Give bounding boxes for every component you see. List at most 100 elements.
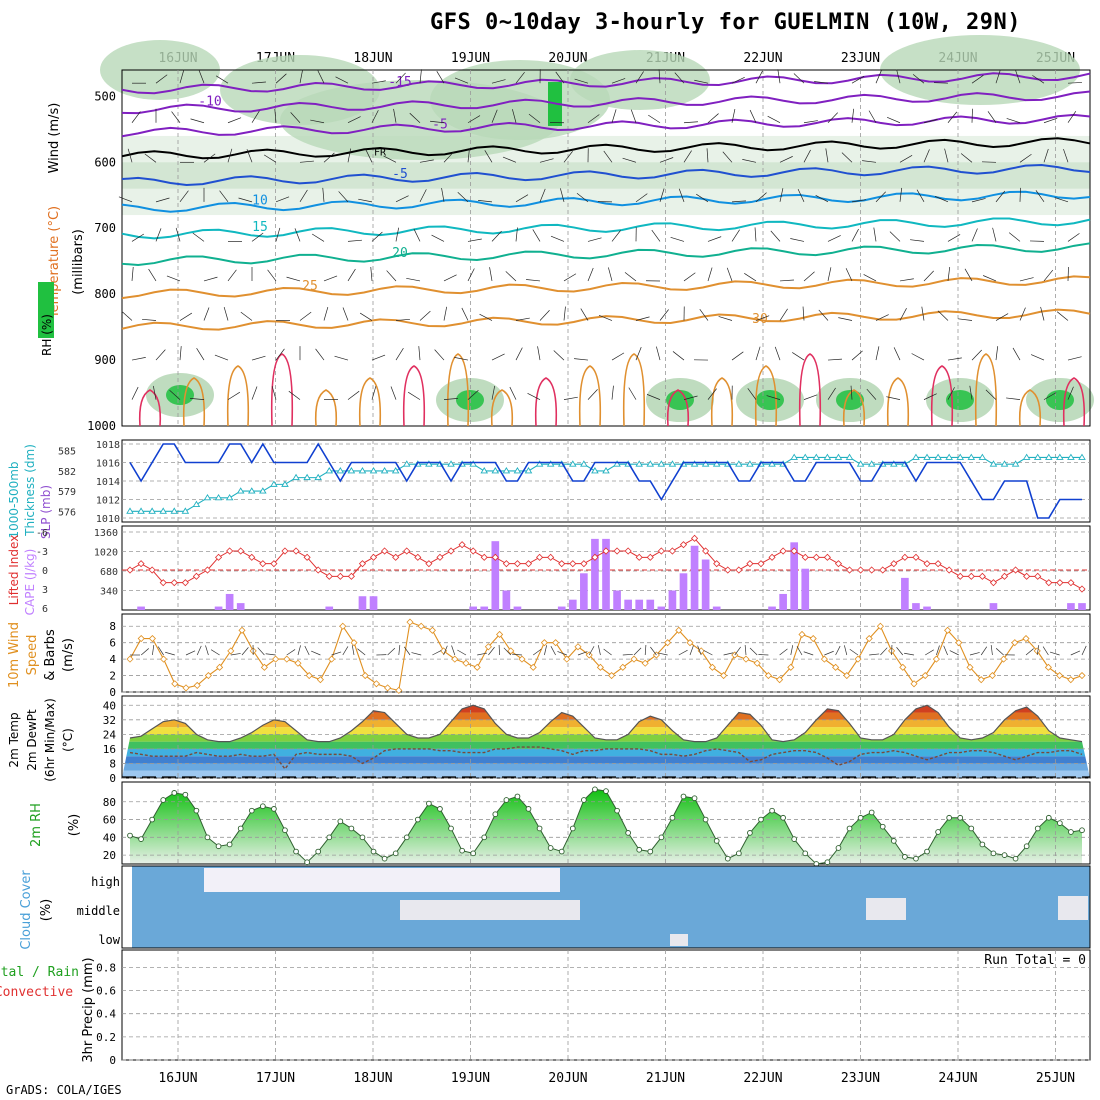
wind-barb bbox=[923, 393, 937, 400]
rh-line-point bbox=[592, 786, 598, 793]
wind-barb bbox=[443, 306, 448, 321]
xtick-label-bottom: 17JUN bbox=[256, 1071, 295, 1086]
thickness-line-point bbox=[314, 473, 322, 481]
rh-blob-core bbox=[946, 390, 974, 410]
wind-speed-line-point bbox=[204, 671, 212, 680]
wind-barb bbox=[299, 69, 304, 84]
thickness-line-point bbox=[568, 460, 577, 467]
lifted-index-line-point bbox=[237, 547, 245, 555]
wind-barb bbox=[971, 74, 984, 84]
lifted-index-line-point bbox=[536, 553, 544, 561]
lifted-index-line-point bbox=[192, 572, 200, 580]
wind-barb bbox=[982, 275, 997, 282]
wind-barb bbox=[323, 152, 335, 163]
wind-barb bbox=[491, 353, 505, 361]
rh-line-point bbox=[791, 836, 798, 842]
cape-bar bbox=[801, 568, 810, 610]
rh-line-point bbox=[1079, 827, 1085, 834]
wind-barb bbox=[1019, 277, 1034, 282]
cape-bar bbox=[923, 606, 931, 610]
wind-barb bbox=[315, 348, 325, 361]
wind-barb bbox=[479, 313, 493, 321]
surface-barb bbox=[703, 649, 713, 656]
wind-barb bbox=[322, 187, 325, 202]
surface-barb bbox=[734, 646, 741, 656]
lifted-index-line-point bbox=[1045, 579, 1053, 587]
surface-barb bbox=[351, 645, 355, 656]
wind-speed-line-point bbox=[675, 626, 683, 634]
wind-barb bbox=[251, 386, 258, 400]
wind-barb bbox=[1019, 307, 1026, 321]
thickness-line-point bbox=[635, 460, 644, 467]
isotherm-line bbox=[121, 275, 1091, 300]
wind-barb bbox=[947, 111, 958, 123]
wind-speed-line-point bbox=[428, 626, 436, 634]
xtick-label-top: 19JUN bbox=[451, 51, 490, 66]
rh-line-point bbox=[536, 825, 543, 832]
axis-label-cloud-units: (%) bbox=[39, 899, 54, 922]
wind-barb bbox=[670, 236, 685, 242]
wind-barb bbox=[179, 69, 185, 84]
axis-label-thickness-1: 1000-500mb bbox=[7, 461, 21, 538]
lifted-index-line-point bbox=[613, 547, 621, 555]
wind-barb bbox=[850, 385, 853, 400]
cape-bar bbox=[668, 590, 677, 610]
wind-barb bbox=[526, 279, 541, 282]
wind-barb bbox=[802, 306, 805, 321]
wind-barb bbox=[419, 69, 422, 84]
ytick-label-cape: 680 bbox=[100, 567, 118, 578]
isotherm-label: -5 bbox=[392, 167, 408, 182]
cloud-mid-block-late bbox=[1058, 896, 1088, 920]
wind-barb bbox=[899, 278, 914, 282]
thickness-line-point bbox=[945, 453, 953, 460]
wind-speed-line-point bbox=[283, 655, 291, 663]
axis-label-cape: CAPE (J/kg) bbox=[23, 549, 37, 616]
lifted-index-line-point bbox=[480, 553, 488, 561]
wind-barb bbox=[275, 73, 287, 84]
rh-line-point bbox=[702, 816, 709, 823]
rh-line-point bbox=[758, 816, 764, 823]
wind-barb bbox=[196, 348, 205, 361]
wind-barb bbox=[659, 157, 674, 163]
surface-barb bbox=[331, 651, 342, 656]
wind-barb bbox=[1043, 148, 1049, 163]
surface-barb bbox=[689, 645, 694, 656]
surface-contour bbox=[578, 365, 602, 427]
wind-barb bbox=[563, 396, 578, 400]
wind-speed-line-point bbox=[238, 626, 246, 634]
thickness-line-point bbox=[923, 453, 931, 460]
wind-barb bbox=[1035, 190, 1045, 203]
thickness-line-point bbox=[546, 460, 555, 467]
thickness-line-point bbox=[270, 480, 278, 487]
thickness-line-point bbox=[480, 467, 489, 474]
wind-speed-line-point bbox=[720, 671, 728, 680]
wind-barb bbox=[227, 391, 241, 400]
wind-barb bbox=[944, 148, 949, 163]
wind-barb bbox=[896, 69, 901, 84]
rh-line-point bbox=[846, 825, 853, 832]
wind-barb bbox=[825, 148, 829, 163]
wind-speed-line-point bbox=[193, 681, 201, 689]
wind-barb bbox=[227, 117, 242, 124]
wind-barb bbox=[766, 395, 781, 400]
wind-barb bbox=[875, 346, 880, 361]
wind-barb bbox=[755, 315, 770, 321]
isotherm-line bbox=[121, 242, 1091, 266]
wind-barb bbox=[386, 270, 397, 282]
wind-barb bbox=[1008, 232, 1021, 242]
lifted-index-line-point bbox=[1000, 572, 1009, 580]
rh-line-point bbox=[370, 848, 377, 855]
ytick-label: 1000 bbox=[87, 419, 116, 433]
surface-contour bbox=[974, 353, 998, 427]
wind-barb bbox=[646, 394, 661, 400]
isotherm-line bbox=[121, 72, 1091, 95]
isotherm-label: 25 bbox=[302, 279, 318, 294]
wind-barb bbox=[190, 118, 205, 124]
rh-line-point bbox=[857, 814, 864, 821]
lifted-index-line-point bbox=[314, 566, 322, 574]
wind-barb bbox=[911, 353, 925, 361]
surface-barb bbox=[230, 653, 241, 656]
wind-speed-line-point bbox=[664, 639, 672, 647]
thickness-line-point bbox=[580, 460, 588, 467]
wind-speed-line-point bbox=[764, 671, 772, 680]
